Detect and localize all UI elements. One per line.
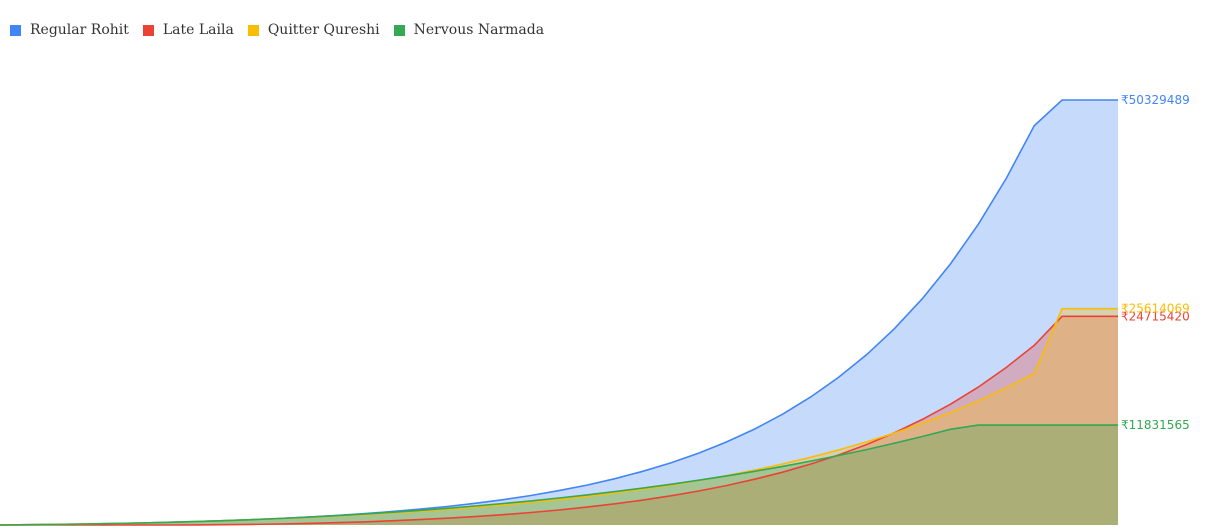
legend-swatch-late-laila	[142, 24, 154, 36]
line-late-laila	[0, 315, 1118, 526]
area-late-laila	[0, 316, 1118, 525]
legend-item-regular-rohit[interactable]: Regular Rohit	[10, 22, 129, 38]
legend-item-late-laila[interactable]: Late Laila	[142, 22, 234, 38]
legend-swatch-nervous-narmada	[393, 24, 405, 36]
legend-label-quitter-qureshi: Quitter Qureshi	[267, 22, 380, 38]
end-label-late-laila: ₹24715420	[1121, 309, 1190, 323]
legend-swatch-regular-rohit	[10, 24, 21, 36]
legend-label-nervous-narmada: Nervous Narmada	[413, 22, 545, 38]
legend-item-quitter-qureshi[interactable]: Quitter Qureshi	[247, 22, 380, 38]
legend-label-late-laila: Late Laila	[162, 22, 234, 38]
end-label-regular-rohit: ₹50329489	[1121, 93, 1190, 107]
area-regular-rohit	[0, 100, 1118, 525]
legend-label-regular-rohit: Regular Rohit	[30, 22, 129, 38]
area-nervous-narmada	[0, 425, 1118, 525]
area-quitter-qureshi	[0, 308, 1118, 525]
legend: Regular Rohit Late Laila Quitter Qureshi…	[10, 22, 558, 38]
end-label-nervous-narmada: ₹11831565	[1121, 418, 1190, 432]
legend-swatch-quitter-qureshi	[247, 24, 259, 36]
line-nervous-narmada	[0, 424, 1118, 526]
legend-item-nervous-narmada[interactable]: Nervous Narmada	[393, 22, 545, 38]
end-label-quitter-qureshi: ₹25614069	[1121, 302, 1190, 316]
